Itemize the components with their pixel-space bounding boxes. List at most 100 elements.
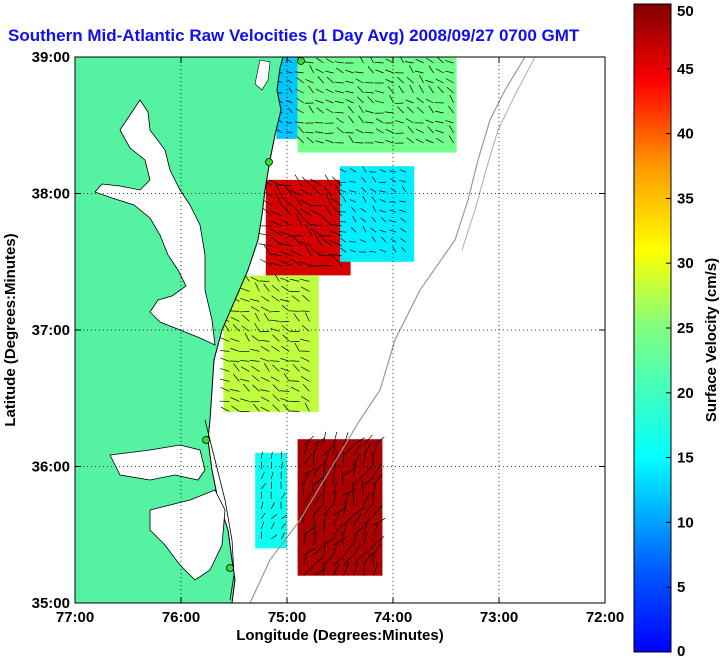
shelf-contour-outer [461, 57, 536, 251]
velocity-vector [333, 507, 346, 516]
velocity-vector [357, 86, 364, 94]
velocity-vector [310, 178, 322, 187]
velocity-vector [311, 481, 314, 496]
velocity-vector [323, 452, 330, 466]
velocity-vector [369, 188, 377, 193]
velocity-vector [299, 278, 310, 282]
velocity-vector [282, 205, 293, 217]
velocity-vector [345, 99, 354, 104]
velocity-vector [405, 118, 414, 124]
velocity-vector [324, 132, 334, 134]
velocity-vector [275, 193, 283, 206]
velocity-vector [300, 188, 312, 197]
velocity-vector [353, 525, 364, 536]
velocity-vector [325, 88, 334, 94]
velocity-vector [290, 258, 302, 267]
velocity-vector [242, 314, 250, 322]
velocity-vector [379, 190, 387, 193]
velocity-vector [379, 210, 387, 213]
velocity-vector [396, 76, 404, 84]
velocity-vector [303, 442, 309, 456]
velocity-vector [353, 506, 365, 516]
colorbar-label: Surface Velocity (cm/s) [703, 258, 720, 422]
velocity-vector [281, 345, 290, 352]
velocity-vector [373, 543, 381, 556]
velocity-vector [353, 531, 358, 546]
velocity-vector [296, 97, 304, 104]
station-marker [226, 564, 234, 572]
velocity-vector [297, 125, 304, 134]
velocity-vector [261, 295, 270, 302]
station-marker [297, 57, 305, 65]
velocity-vector [399, 169, 407, 173]
velocity-vector [333, 491, 337, 506]
velocity-vector [399, 200, 407, 203]
velocity-vector [300, 366, 310, 372]
velocity-vector [349, 181, 357, 183]
velocity-vector [289, 278, 300, 282]
velocity-vector [363, 515, 374, 526]
velocity-vector [270, 451, 273, 459]
colorbar-tick-label: 0 [677, 643, 685, 659]
chesapeake-bay [94, 99, 216, 346]
velocity-vector [280, 532, 286, 540]
velocity-vector [324, 204, 333, 217]
velocity-vector [445, 78, 454, 84]
velocity-vector [241, 325, 250, 332]
velocity-vector [343, 445, 354, 456]
velocity-vector [363, 476, 375, 486]
velocity-vector [416, 97, 424, 104]
velocity-vector [280, 367, 290, 372]
velocity-vector [263, 283, 270, 292]
velocity-vector [306, 137, 314, 144]
velocity-vector [333, 556, 345, 566]
velocity-vector [260, 357, 270, 362]
velocity-vector [254, 312, 260, 322]
velocity-vector [304, 61, 314, 64]
velocity-vector [301, 481, 304, 496]
velocity-vector [254, 322, 260, 332]
velocity-vector [419, 75, 424, 84]
velocity-vector [280, 461, 283, 469]
velocity-vector [435, 129, 444, 134]
velocity-vector [405, 99, 414, 104]
velocity-vector [385, 128, 394, 134]
x-axis-label: Longitude (Degrees:Minutes) [236, 627, 444, 644]
velocity-vector [230, 316, 240, 322]
velocity-vector [279, 299, 290, 302]
velocity-vector [373, 442, 378, 456]
velocity-vector [289, 380, 300, 382]
pamlico-sound [149, 489, 226, 581]
velocity-vector [302, 383, 310, 392]
velocity-vector [332, 255, 343, 267]
velocity-vector [352, 216, 357, 223]
velocity-vector [364, 91, 374, 94]
station-marker [202, 436, 210, 444]
velocity-vector [363, 522, 368, 536]
velocity-vector [418, 85, 424, 94]
x-tick-label: 74:00 [374, 609, 412, 626]
velocity-vector [373, 464, 382, 476]
colorbar-tick-label: 15 [677, 450, 694, 467]
velocity-vector [343, 521, 347, 536]
x-tick-label: 73:00 [480, 609, 518, 626]
velocity-vector [260, 451, 263, 459]
velocity-vector [260, 512, 266, 520]
velocity-vector [219, 350, 230, 352]
velocity-vector [260, 472, 265, 480]
velocity-vector [304, 244, 313, 257]
velocity-vector [355, 129, 364, 134]
velocity-vector [334, 81, 344, 84]
velocity-vector [260, 396, 270, 402]
velocity-vector [305, 312, 310, 322]
velocity-vector [295, 213, 303, 226]
velocity-vector [229, 389, 240, 392]
velocity-vector [326, 76, 334, 84]
velocity-vector [362, 196, 367, 203]
grid-lines [75, 57, 605, 603]
velocity-vector [375, 90, 384, 94]
velocity-vector [293, 313, 300, 322]
velocity-vector [270, 502, 275, 510]
velocity-vector [345, 69, 354, 74]
